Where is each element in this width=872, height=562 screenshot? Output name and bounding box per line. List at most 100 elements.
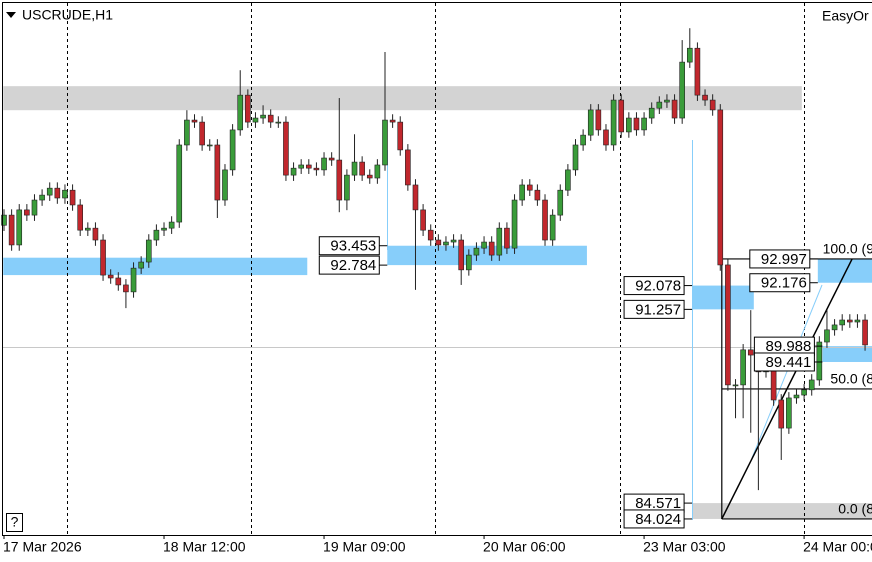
candle-body (145, 239, 152, 263)
zones (3, 86, 872, 519)
chart-title: USCRUDE,H1 (22, 7, 113, 23)
candle-body (191, 119, 198, 123)
candle-body (679, 61, 685, 119)
candle-body (610, 99, 617, 146)
candle-body (305, 164, 312, 169)
price-label: 84.571 (635, 495, 681, 512)
separators (67, 3, 805, 535)
indicator-name: EasyOr (822, 8, 869, 24)
candle-body (572, 144, 579, 171)
candle-body (626, 117, 632, 133)
candle-body (641, 117, 647, 131)
x-tick-label: 17 Mar 2026 (3, 539, 82, 555)
candle-body (466, 254, 472, 271)
candle-body (31, 199, 38, 216)
candle-body (252, 117, 259, 123)
candle-body (382, 119, 388, 166)
candle-body (778, 399, 785, 429)
zone (822, 346, 872, 362)
price-label: 92.784 (330, 257, 376, 274)
candle-body (344, 174, 350, 201)
candle-body (39, 194, 45, 201)
candle-body (504, 227, 510, 249)
candle-body (275, 121, 282, 124)
candle-body (747, 349, 754, 356)
candle-body (618, 99, 625, 133)
candle-body (694, 47, 701, 96)
candle-body (542, 199, 548, 241)
candle-body (412, 184, 419, 211)
candle-body (405, 149, 411, 186)
help-text[interactable]: ? (11, 514, 19, 530)
price-label: 84.024 (635, 511, 681, 528)
candle-body (199, 121, 205, 146)
x-tick-label: 24 Mar 00:00 (803, 539, 872, 555)
candle-body (481, 241, 487, 249)
candle-body (46, 187, 53, 196)
x-tick-label: 20 Mar 06:00 (483, 539, 566, 555)
candle-body (313, 167, 320, 171)
candle-body (831, 324, 838, 331)
candle-body (62, 189, 68, 199)
zone (817, 258, 872, 283)
candle-body (816, 341, 823, 381)
candle-body (450, 239, 457, 243)
price-label-box (749, 273, 811, 293)
channel-line (751, 284, 823, 459)
candle-body (16, 209, 23, 246)
candle-body (595, 109, 602, 131)
candle-body (671, 99, 678, 119)
candle-body (473, 247, 480, 256)
candle-body (435, 239, 442, 246)
candle-body (702, 94, 708, 101)
candle-body (8, 214, 15, 246)
candle-body (359, 161, 365, 176)
candle-body (115, 277, 122, 286)
candle-body (427, 229, 434, 241)
candle-body (366, 174, 373, 179)
candle-body (443, 241, 449, 246)
price-label: 92.078 (635, 278, 681, 295)
menu-arrow[interactable] (6, 12, 16, 18)
candle-body (229, 129, 236, 171)
help-button[interactable] (6, 513, 23, 532)
candle-body (808, 379, 815, 391)
candle-body (565, 169, 571, 191)
candle-body (245, 94, 251, 123)
fib-trend-line (721, 258, 853, 520)
candle-body (488, 241, 495, 256)
candle-body (283, 121, 289, 176)
candle-body (397, 121, 404, 151)
candle-body (740, 349, 746, 386)
candle-body (664, 99, 670, 103)
candle-body (534, 189, 541, 201)
candle-body (153, 229, 160, 241)
candle-body (656, 101, 663, 109)
zone (3, 257, 308, 276)
candle-body (709, 99, 716, 111)
candle-body (214, 144, 221, 201)
candle-body (222, 169, 228, 201)
zone (387, 245, 587, 266)
price-label-box (318, 236, 380, 256)
candle-body (458, 239, 465, 271)
candle-body (854, 319, 861, 323)
candle-body (389, 119, 396, 123)
price-label: 91.257 (635, 301, 681, 318)
price-label-box (623, 299, 685, 319)
price-label-box (623, 276, 685, 296)
price-label-box (623, 509, 685, 529)
zone (692, 503, 872, 519)
candle-body (290, 167, 297, 176)
candle-body (123, 284, 129, 293)
candle-body (267, 114, 274, 123)
candle-body (526, 184, 533, 191)
price-label-box (318, 255, 380, 275)
candle-body (587, 109, 594, 136)
candle-body (420, 209, 426, 231)
price-label-box (753, 352, 815, 372)
candle-body (717, 109, 724, 266)
candle-body (839, 319, 846, 326)
candle-body (732, 384, 739, 387)
